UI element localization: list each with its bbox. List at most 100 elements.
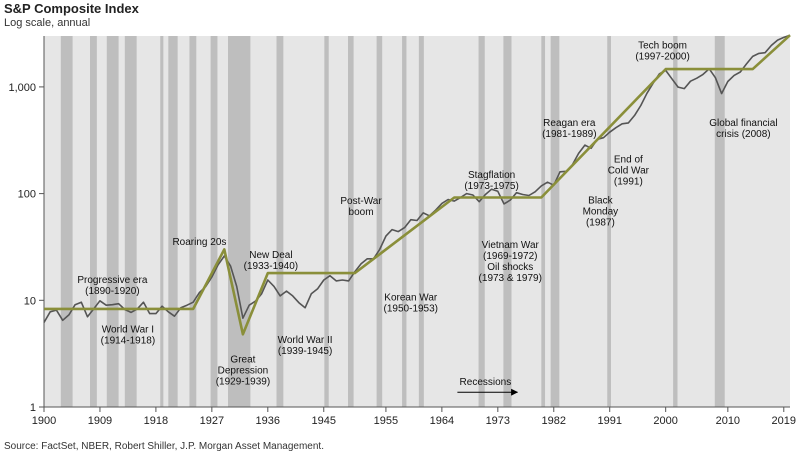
annotation-line: Cold War xyxy=(608,166,650,177)
annotation-line: Depression xyxy=(218,366,269,377)
annotation-line: (1991) xyxy=(614,177,643,188)
annotation-label: Reagan era (1981-1989) xyxy=(542,118,596,140)
x-tick-label: 2019 xyxy=(772,415,796,427)
annotation-line: Great xyxy=(230,355,255,366)
source-note: Source: FactSet, NBER, Robert Shiller, J… xyxy=(4,441,324,452)
x-tick-label: 1927 xyxy=(200,415,224,427)
annotation-line: World War I xyxy=(102,324,154,335)
plot-area xyxy=(44,36,790,407)
annotation-line: (1973 & 1979) xyxy=(479,273,542,284)
x-tick-label: 1955 xyxy=(374,415,398,427)
annotation-line: Monday xyxy=(583,206,619,217)
annotation-label: Global financial crisis (2008) xyxy=(709,118,777,140)
recession-band xyxy=(503,36,512,407)
annotation-label: Tech boom (1997-2000) xyxy=(635,40,689,62)
recession-band xyxy=(478,36,485,407)
recession-bands xyxy=(60,36,725,407)
y-tick-label: 10 xyxy=(24,295,36,307)
recession-band xyxy=(124,36,137,407)
annotation-label: Black Monday (1987) xyxy=(583,195,619,228)
annotation-line: (1939-1945) xyxy=(278,346,332,357)
recession-band xyxy=(90,36,97,407)
annotation-line: Global financial xyxy=(709,118,777,129)
recession-band xyxy=(276,36,284,407)
sp-composite-chart: 1 10 100 1,000 1900 1909 1918 1927 1936 1945 1955 1… xyxy=(8,34,796,427)
annotation-line: Progressive era xyxy=(77,275,147,286)
annotation-line: (1987) xyxy=(586,217,615,228)
recession-band xyxy=(347,36,354,407)
annotation-line: (1950-1953) xyxy=(384,303,438,314)
recession-band xyxy=(541,36,546,407)
annotation-line: Roaring 20s xyxy=(172,237,226,248)
x-tick-label: 1973 xyxy=(486,415,510,427)
annotation-line: (1997-2000) xyxy=(635,51,689,62)
y-tick-label: 1,000 xyxy=(8,82,36,94)
annotation-line: Recessions xyxy=(460,377,512,388)
annotation-label: Post-War boom xyxy=(340,196,382,218)
recession-band xyxy=(189,36,197,407)
y-tick-label: 100 xyxy=(18,189,36,201)
annotation-line: Post-War xyxy=(340,196,382,207)
annotation-label: Korean War (1950-1953) xyxy=(384,292,438,314)
recession-band xyxy=(160,36,164,407)
recession-band xyxy=(376,36,383,407)
annotation-line: Black xyxy=(588,195,613,206)
annotation-label: Progressive era (1890-1920) xyxy=(77,275,147,297)
annotation-line: (1914-1918) xyxy=(101,335,155,346)
x-tick-label: 2010 xyxy=(716,415,740,427)
x-tick-label: 1991 xyxy=(597,415,621,427)
annotation-label: Roaring 20s xyxy=(172,237,226,248)
x-tick-label: 1900 xyxy=(32,415,56,427)
trend-line xyxy=(44,34,791,336)
annotation-line: Reagan era xyxy=(543,118,596,129)
annotation-label: Vietnam War (1969-1972) Oil shocks (1973 & … xyxy=(479,240,542,284)
annotation-line: New Deal xyxy=(249,250,292,261)
x-tick-label: 1964 xyxy=(430,415,454,427)
annotation-line: (1973-1975) xyxy=(464,181,518,192)
recession-band xyxy=(228,36,251,407)
annotation-line: crisis (2008) xyxy=(716,129,770,140)
annotation-line: Tech boom xyxy=(638,40,687,51)
annotation-line: (1969-1972) xyxy=(483,251,537,262)
x-tick-label: 2000 xyxy=(653,415,677,427)
annotation-line: Stagflation xyxy=(468,170,515,181)
series-lines xyxy=(43,34,791,336)
recession-band xyxy=(402,36,407,407)
annotation-line: (1890-1920) xyxy=(85,286,139,297)
y-tick-label: 1 xyxy=(30,402,36,414)
annotations: Progressive era (1890-1920)World War I (19… xyxy=(77,40,778,396)
recession-band xyxy=(324,36,329,407)
chart-title: S&P Composite Index xyxy=(4,1,139,16)
annotation-line: End of xyxy=(614,155,643,166)
x-tick-label: 1918 xyxy=(144,415,168,427)
recession-band xyxy=(607,36,611,407)
annotation-line: (1981-1989) xyxy=(542,129,596,140)
annotation-line: Oil shocks xyxy=(487,262,533,273)
recession-band xyxy=(106,36,119,407)
x-tick-label: 1936 xyxy=(256,415,280,427)
annotation-line: boom xyxy=(349,207,374,218)
recession-band xyxy=(60,36,73,407)
annotation-line: (1929-1939) xyxy=(216,377,270,388)
annotation-label: World War II (1939-1945) xyxy=(278,335,333,357)
annotation-label: Great Depression (1929-1939) xyxy=(216,355,270,388)
x-tick-label: 1909 xyxy=(88,415,112,427)
annotation-label: End of Cold War (1991) xyxy=(608,155,650,188)
recession-band xyxy=(550,36,560,407)
annotation-line: World War II xyxy=(278,335,333,346)
annotation-label: Recessions xyxy=(460,377,512,388)
annotation-line: Vietnam War xyxy=(482,240,540,251)
recession-band xyxy=(210,36,218,407)
x-tick-label: 1982 xyxy=(542,415,566,427)
recession-band xyxy=(168,36,178,407)
recession-band xyxy=(714,36,725,407)
annotation-label: New Deal (1933-1940) xyxy=(244,250,298,272)
chart-subtitle: Log scale, annual xyxy=(4,17,91,29)
annotation-label: World War I (1914-1918) xyxy=(101,324,155,346)
annotation-label: Stagflation (1973-1975) xyxy=(464,170,518,192)
axes: 1 10 100 1,000 1900 1909 1918 1927 1936 1945 1955 1… xyxy=(8,36,796,427)
recession-band xyxy=(673,36,678,407)
x-tick-label: 1945 xyxy=(312,415,336,427)
annotation-line: (1933-1940) xyxy=(244,261,298,272)
annotation-line: Korean War xyxy=(384,292,438,303)
